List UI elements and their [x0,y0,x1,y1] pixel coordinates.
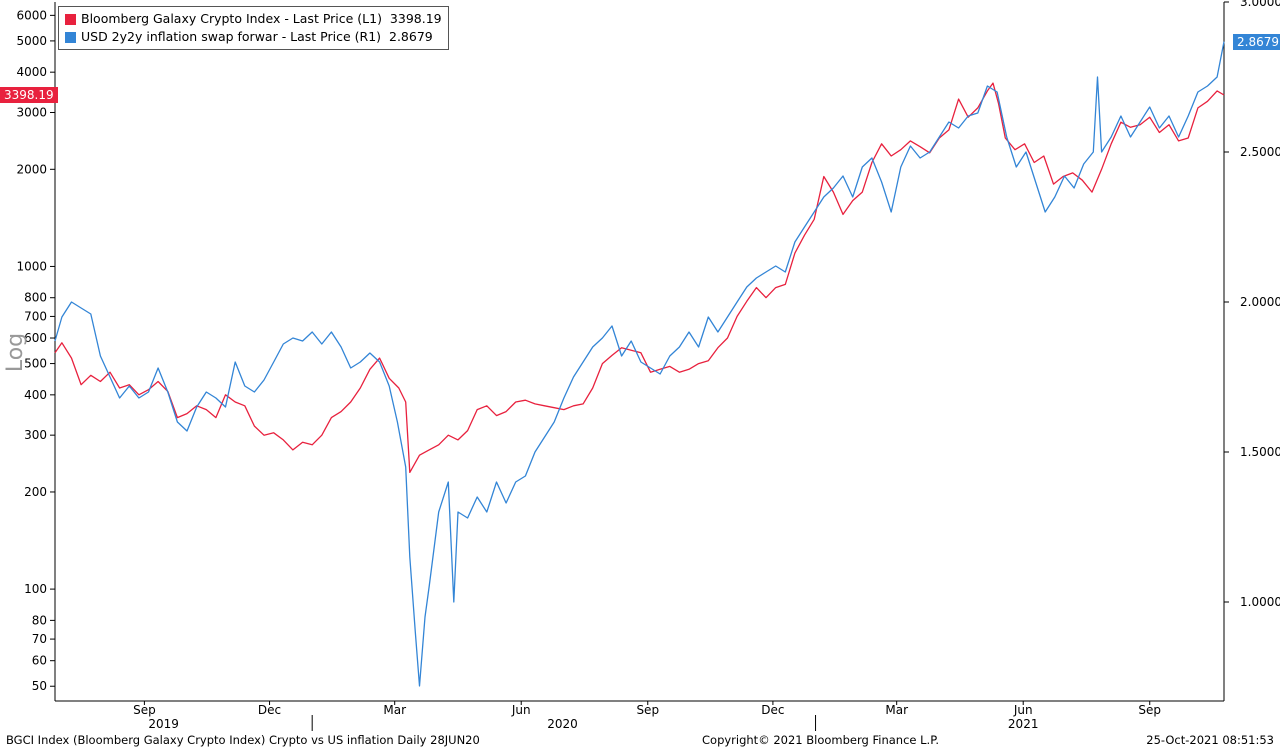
x-year-label: 2019 [148,717,179,731]
legend-item-crypto: Bloomberg Galaxy Crypto Index - Last Pri… [65,10,442,28]
left-tick-label: 600 [24,331,47,345]
legend-value-crypto: 3398.19 [389,11,442,26]
legend: Bloomberg Galaxy Crypto Index - Last Pri… [58,6,449,50]
x-year-label: 2020 [547,717,578,731]
legend-swatch-crypto [65,13,76,25]
left-tick-label: 100 [24,582,47,596]
right-tick-label: 3.0000 [1240,0,1280,9]
x-tick-label: Dec [761,703,784,717]
left-tick-label: 4000 [16,65,47,79]
left-tick-label: 500 [24,357,47,371]
right-tick-label: 2.5000 [1240,145,1280,159]
last-price-badge-right: 2.8679 [1233,33,1280,50]
left-tick-label: 400 [24,388,47,402]
x-tick-label: Jun [1013,703,1033,717]
right-tick-label: 1.0000 [1240,595,1280,609]
left-tick-label: 700 [24,309,47,323]
x-tick-label: Sep [1138,703,1161,717]
legend-label-crypto: Bloomberg Galaxy Crypto Index - Last Pri… [81,11,382,26]
left-tick-label: 5000 [16,34,47,48]
left-tick-label: 80 [32,613,47,627]
legend-value-inflation: 2.8679 [389,29,433,44]
footer-timestamp: 25-Oct-2021 08:51:53 [1146,733,1274,747]
left-tick-label: 60 [32,654,47,668]
legend-label-inflation: USD 2y2y inflation swap forwar - Last Pr… [81,29,382,44]
x-tick-label: Mar [885,703,908,717]
legend-item-inflation: USD 2y2y inflation swap forwar - Last Pr… [65,28,442,46]
last-price-badge-left: 3398.19 [0,87,58,104]
left-tick-label: 6000 [16,8,47,22]
x-tick-label: Sep [133,703,156,717]
x-tick-label: Mar [383,703,406,717]
right-axis: 1.0000 1.5000 2.0000 2.5000 3.0000 [1224,0,1280,609]
x-tick-label: Dec [258,703,281,717]
right-tick-label: 2.0000 [1240,295,1280,309]
left-tick-label: 1000 [16,259,47,273]
series-line-crypto-index [54,82,1225,474]
right-tick-label: 1.5000 [1240,445,1280,459]
left-tick-label: 200 [24,485,47,499]
footer-description: BGCI Index (Bloomberg Galaxy Crypto Inde… [6,733,480,747]
left-tick-label: 2000 [16,162,47,176]
footer-copyright: Copyright© 2021 Bloomberg Finance L.P. [702,733,939,747]
left-tick-label: 3000 [16,105,47,119]
left-tick-label: 300 [24,428,47,442]
left-axis: 50 60 70 80 100 200 300 400 500 600 700 800 1000 2000… [16,8,55,693]
plot-frame [54,2,1225,702]
x-tick-label: Jun [511,703,531,717]
log-scale-label: Log [3,332,29,373]
left-tick-label: 50 [32,679,47,693]
left-tick-label: 70 [32,632,47,646]
series-lines [54,41,1225,687]
x-year-label: 2021 [1008,717,1039,731]
series-line-inflation-swap [54,41,1225,687]
legend-swatch-inflation [65,31,76,43]
x-tick-label: Sep [636,703,659,717]
left-tick-label: 800 [24,291,47,305]
